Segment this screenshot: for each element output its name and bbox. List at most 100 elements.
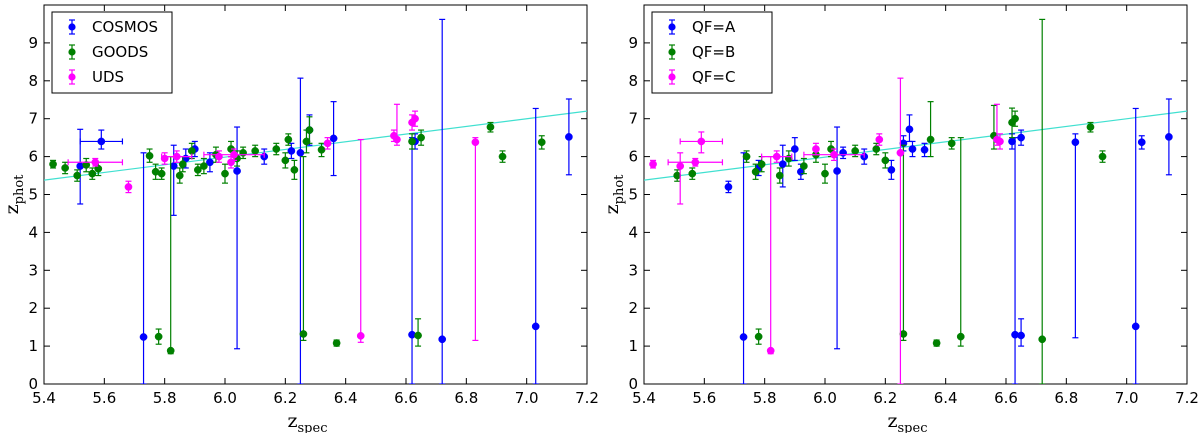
legend-label: UDS <box>92 68 124 86</box>
data-point <box>281 156 290 165</box>
x-tick-label: 6.2 <box>273 389 297 407</box>
data-point <box>329 134 338 143</box>
x-tick-label: 7.2 <box>575 389 599 407</box>
plot-data <box>44 18 587 384</box>
data-point <box>772 152 781 161</box>
data-point <box>332 339 341 347</box>
data-point <box>996 137 1004 146</box>
fit-line <box>644 110 1187 181</box>
y-tick-label: 3 <box>28 261 38 279</box>
data-point <box>830 150 838 159</box>
data-point <box>926 135 935 144</box>
data-point <box>187 147 196 155</box>
data-point <box>1017 331 1025 340</box>
data-point <box>230 150 238 159</box>
data-point <box>486 123 495 131</box>
legend: COSMOS GOODS UDS <box>51 11 173 94</box>
data-point <box>356 332 365 340</box>
plot-data <box>644 18 1187 384</box>
data-point <box>317 145 326 154</box>
data-point <box>498 152 507 161</box>
y-tick-label: 7 <box>28 110 38 128</box>
x-tick-label: 5.8 <box>753 389 777 407</box>
y-tick-label: 9 <box>28 34 38 52</box>
legend-item: GOODS <box>68 43 148 61</box>
series-qf-b <box>673 18 1107 384</box>
series-goods <box>49 116 546 355</box>
data-point <box>139 333 148 341</box>
y-axis-label-main: z <box>1 204 23 214</box>
data-point <box>833 167 841 175</box>
data-point <box>778 160 787 169</box>
y-axis-label: zphot <box>601 174 627 215</box>
data-point <box>178 160 187 169</box>
data-point <box>800 162 808 170</box>
data-point <box>305 126 314 134</box>
legend-marker <box>668 73 676 81</box>
data-point <box>471 138 480 147</box>
y-tick-label: 8 <box>628 72 638 90</box>
x-tick-label: 6.8 <box>454 389 478 407</box>
x-tick-label: 6.6 <box>994 389 1018 407</box>
data-point <box>887 166 896 174</box>
data-point <box>742 152 751 161</box>
data-point <box>194 166 202 174</box>
data-point <box>531 322 540 331</box>
x-tick-label: 6.8 <box>1054 389 1078 407</box>
data-point <box>323 139 332 148</box>
legend-label: QF=B <box>692 43 735 61</box>
legend-marker <box>68 73 76 81</box>
legend-label: QF=C <box>692 68 735 86</box>
data-point <box>175 171 184 180</box>
x-axis-label-main: z <box>888 410 898 432</box>
y-tick-label: 9 <box>628 34 638 52</box>
data-point <box>272 145 281 153</box>
data-point <box>920 145 929 154</box>
data-point <box>872 145 881 153</box>
data-point <box>839 148 847 157</box>
legend-item: QF=B <box>668 43 735 61</box>
data-point <box>417 133 425 142</box>
data-point <box>766 346 775 355</box>
x-tick-label: 7.0 <box>1115 389 1139 407</box>
data-point <box>565 133 573 141</box>
data-point <box>851 147 860 155</box>
data-point <box>697 137 706 146</box>
legend-label: GOODS <box>92 43 148 61</box>
data-point <box>284 135 293 144</box>
data-point <box>1086 123 1095 131</box>
y-axis-label-main: z <box>601 204 623 214</box>
y-tick-label: 0 <box>28 375 38 393</box>
data-point <box>251 147 260 155</box>
y-tick-label: 0 <box>628 375 638 393</box>
y-axis-label-sub: phot <box>612 174 627 205</box>
data-point <box>1098 152 1107 161</box>
data-point <box>411 114 419 123</box>
data-point <box>154 332 163 341</box>
y-tick-label: 2 <box>28 299 38 317</box>
data-point <box>956 332 965 341</box>
data-point <box>1011 114 1019 123</box>
y-tick-label: 8 <box>28 72 38 90</box>
x-tick-label: 7.2 <box>1175 389 1199 407</box>
x-tick-label: 7.0 <box>515 389 539 407</box>
legend-marker <box>668 23 676 31</box>
data-point <box>881 156 890 165</box>
chart-right: 5.4 5.6 5.8 6.0 6.2 6.4 6.6 6.8 7.0 7.2 0 1 2 3 4 5 6 7 8 9… <box>601 4 1199 433</box>
legend-marker <box>68 23 76 31</box>
data-point <box>751 167 760 176</box>
data-point <box>82 161 91 169</box>
y-tick-label: 6 <box>628 148 638 166</box>
y-tick-label: 5 <box>28 186 38 204</box>
fit-line <box>44 110 587 181</box>
x-tick-label: 5.8 <box>153 389 177 407</box>
legend-marker <box>68 48 76 56</box>
data-point <box>821 169 829 178</box>
y-tick-label: 3 <box>628 261 638 279</box>
data-point <box>757 160 766 169</box>
data-point <box>145 151 154 160</box>
data-point <box>215 152 223 161</box>
data-point <box>94 164 103 173</box>
x-tick-label: 6.0 <box>213 389 237 407</box>
data-point <box>875 135 884 144</box>
